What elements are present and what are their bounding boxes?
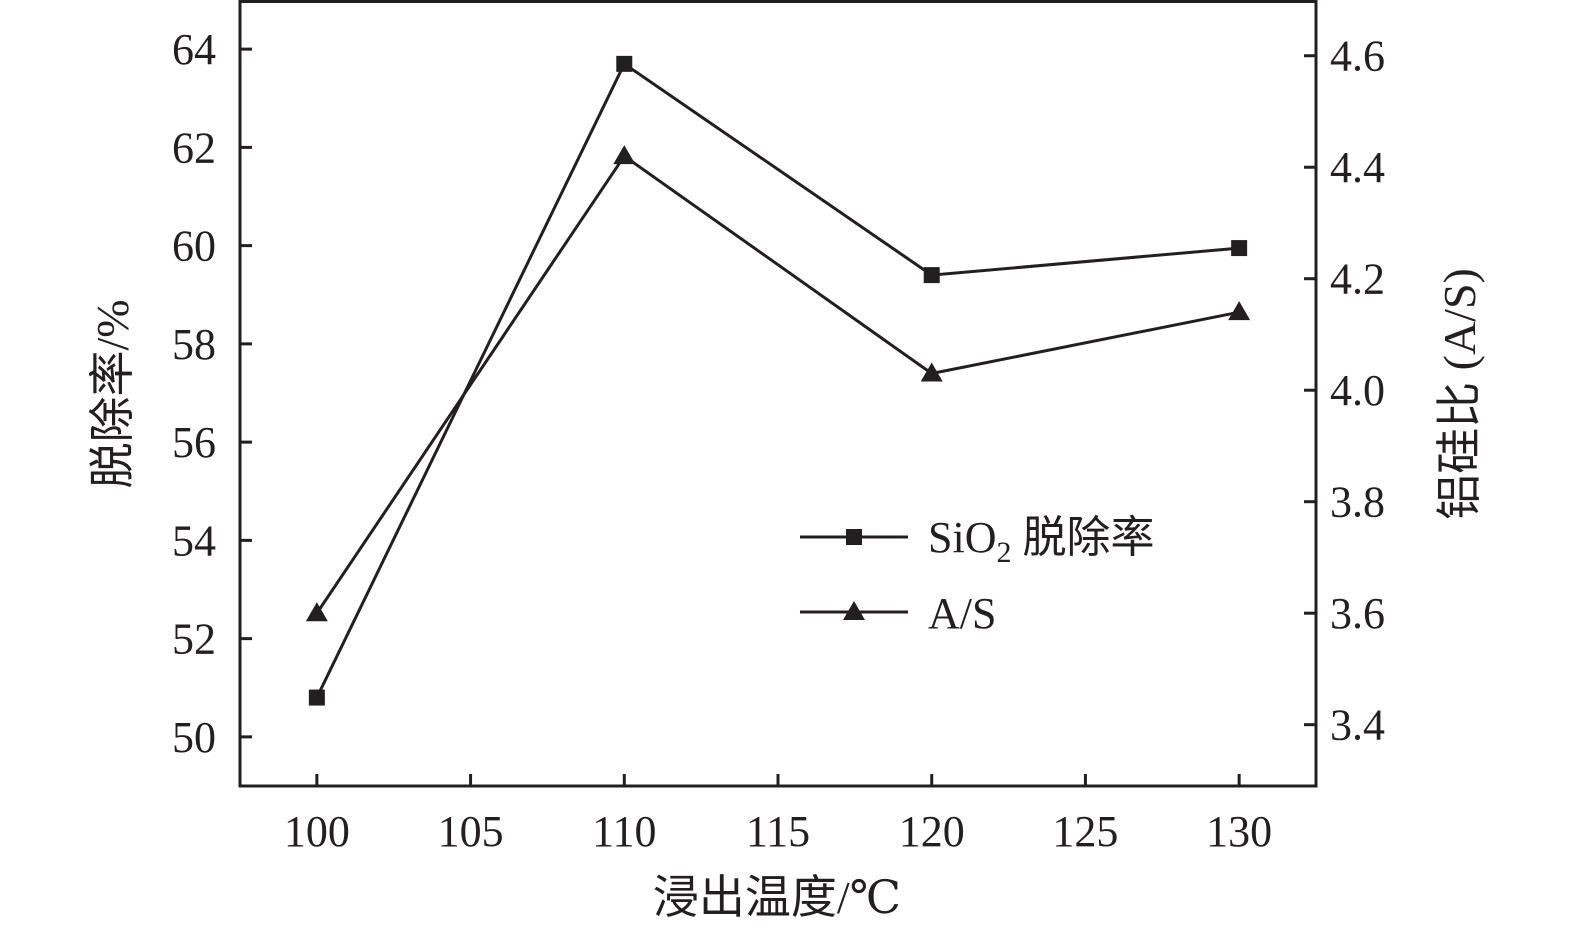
x-tick-label: 120 xyxy=(899,807,965,856)
x-tick-label: 115 xyxy=(746,807,810,856)
y-tick-label: 64 xyxy=(172,25,216,74)
y-tick-label: 52 xyxy=(172,615,216,664)
data-point-sio2 xyxy=(308,689,325,706)
legend-marker-as xyxy=(843,601,865,620)
y-tick-label: 58 xyxy=(172,320,216,369)
x-tick-label: 100 xyxy=(284,807,350,856)
legend-label-sio2: SiO2 脱除率 xyxy=(928,513,1154,569)
y-tick-label: 54 xyxy=(172,516,216,565)
plot-border xyxy=(238,0,1318,788)
series-lines xyxy=(305,55,1251,706)
data-point-as xyxy=(613,145,636,165)
data-point-as xyxy=(920,362,943,382)
data-point-as xyxy=(1228,301,1251,321)
legend-label-as: A/S xyxy=(928,589,996,638)
x-tick-label: 105 xyxy=(438,807,504,856)
y-axis-left-ticks: 50 52 54 56 58 60 62 64 xyxy=(172,25,252,762)
data-point-sio2 xyxy=(923,267,940,284)
series-line-as xyxy=(315,153,1240,615)
y2-tick-label: 4.6 xyxy=(1330,32,1385,81)
y-tick-label: 50 xyxy=(172,713,216,762)
y2-tick-label: 3.6 xyxy=(1330,589,1385,638)
y-axis-left-title: 脱除率/% xyxy=(87,299,138,488)
data-point-sio2 xyxy=(616,55,633,72)
y-axis-right-title: 铝硅比 (A/S) xyxy=(1434,268,1485,520)
data-point-as xyxy=(305,602,328,622)
y2-tick-label: 4.2 xyxy=(1330,255,1385,304)
y2-tick-label: 3.8 xyxy=(1330,478,1385,527)
y2-tick-label: 3.4 xyxy=(1330,701,1385,750)
x-axis-title: 浸出温度/℃ xyxy=(653,872,901,923)
y-tick-label: 60 xyxy=(172,222,216,271)
series-line-sio2 xyxy=(315,61,1240,699)
y2-tick-label: 4.0 xyxy=(1330,366,1385,415)
x-tick-label: 125 xyxy=(1052,807,1118,856)
y2-tick-label: 4.4 xyxy=(1330,143,1385,192)
x-tick-label: 130 xyxy=(1206,807,1272,856)
x-tick-label: 110 xyxy=(592,807,656,856)
y-tick-label: 62 xyxy=(172,123,216,172)
y-axis-right-ticks: 3.4 3.6 3.8 4.0 4.2 4.4 4.6 xyxy=(1304,32,1385,750)
legend: SiO2 脱除率 A/S xyxy=(800,513,1154,638)
x-axis-ticks: 100 105 110 115 120 125 130 xyxy=(284,774,1272,856)
data-point-sio2 xyxy=(1231,240,1248,257)
legend-marker-sio2 xyxy=(846,529,862,545)
y-tick-label: 56 xyxy=(172,418,216,467)
plot-frame xyxy=(238,0,1318,788)
